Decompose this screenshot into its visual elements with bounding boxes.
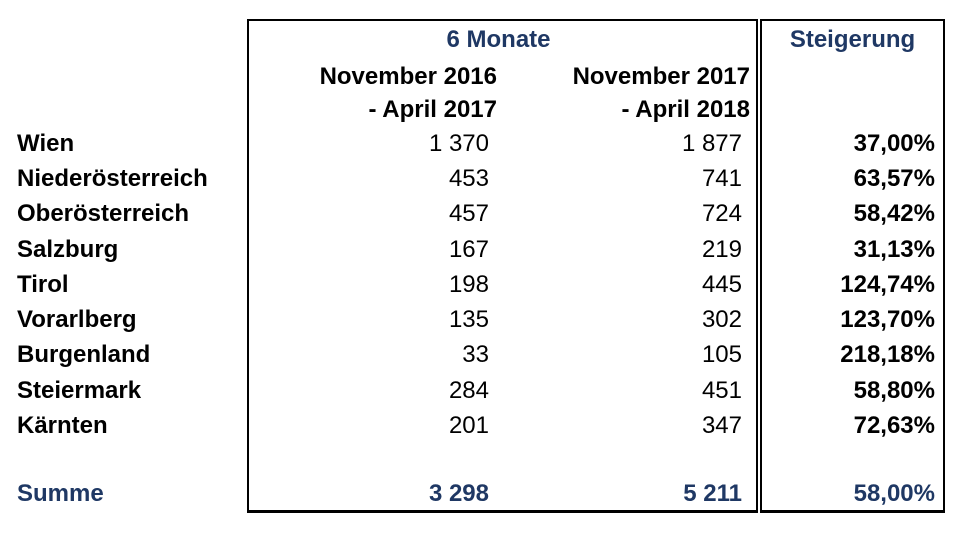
- row-label: Tirol: [17, 270, 69, 298]
- row-value-2017: 302: [701, 306, 742, 334]
- row-label: Salzburg: [17, 235, 119, 263]
- row-value-2017: 741: [701, 164, 742, 192]
- row-steigerung: 72,63%: [853, 412, 935, 440]
- row-value-2016: 135: [448, 306, 489, 334]
- row-label: Niederösterreich: [17, 164, 208, 192]
- row-value-2017: 451: [701, 376, 742, 404]
- total-steigerung: 58,00%: [853, 479, 935, 507]
- total-value-2016: 3 298: [428, 479, 489, 507]
- steigerung-column-header: Steigerung: [789, 25, 916, 53]
- row-steigerung: 123,70%: [840, 306, 935, 334]
- row-value-2016: 167: [448, 235, 489, 263]
- row-value-2016: 457: [448, 200, 489, 228]
- row-value-2017: 105: [701, 341, 742, 369]
- col2-header-line2: - April 2018: [621, 95, 751, 123]
- data-table: 6 Monate Steigerung November 2016 Novemb…: [0, 19, 935, 511]
- steigerung-box-border: [760, 19, 945, 513]
- row-value-2017: 219: [701, 235, 742, 263]
- empty-steigerung-header-cell: [750, 60, 935, 126]
- empty-corner-cell: [0, 19, 247, 126]
- row-value-2016: 284: [448, 376, 489, 404]
- total-value-2017: 5 211: [683, 479, 742, 507]
- col1-header-line1: November 2016: [319, 62, 497, 90]
- col1-header-line2: - April 2017: [368, 95, 498, 123]
- row-label: Vorarlberg: [17, 306, 137, 334]
- row-steigerung: 31,13%: [853, 235, 935, 263]
- row-steigerung: 63,57%: [853, 164, 935, 192]
- row-value-2016: 33: [462, 341, 489, 369]
- col2-header-line1: November 2017: [572, 62, 750, 90]
- row-steigerung: 58,80%: [853, 376, 935, 404]
- row-label: Oberösterreich: [17, 200, 190, 228]
- row-value-2016: 453: [448, 164, 489, 192]
- row-value-2016: 1 370: [428, 129, 489, 157]
- row-value-2017: 1 877: [681, 129, 742, 157]
- row-steigerung: 37,00%: [853, 129, 935, 157]
- row-label: Steiermark: [17, 376, 142, 404]
- row-value-2016: 198: [448, 270, 489, 298]
- monate-box-border: [247, 19, 758, 513]
- group-header-6-monate: 6 Monate: [446, 25, 551, 53]
- row-value-2017: 347: [701, 412, 742, 440]
- row-label: Burgenland: [17, 341, 151, 369]
- total-row-label: Summe: [17, 479, 104, 507]
- row-steigerung: 124,74%: [840, 270, 935, 298]
- row-label: Kärnten: [17, 412, 108, 440]
- row-value-2016: 201: [448, 412, 489, 440]
- row-steigerung: 218,18%: [840, 341, 935, 369]
- row-value-2017: 724: [701, 200, 742, 228]
- row-value-2017: 445: [701, 270, 742, 298]
- row-label: Wien: [17, 129, 75, 157]
- row-steigerung: 58,42%: [853, 200, 935, 228]
